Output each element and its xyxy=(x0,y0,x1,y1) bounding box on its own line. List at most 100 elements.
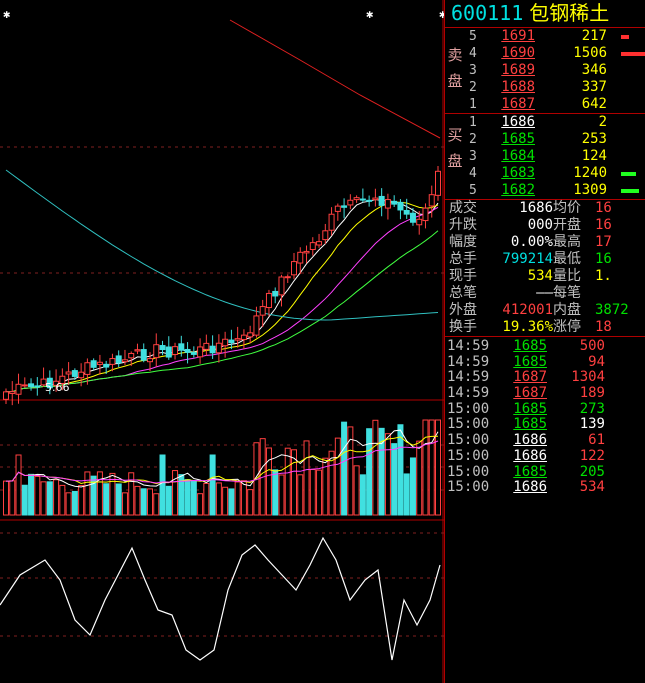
volume-bar xyxy=(165,485,172,516)
tick-price: 1685 xyxy=(513,400,547,417)
tick-row[interactable]: 15:00 1685 273 xyxy=(445,400,645,418)
volume-bar xyxy=(328,450,335,516)
volume-bar xyxy=(284,447,291,516)
ma120-line xyxy=(229,19,441,139)
bid-row[interactable]: 1 1686 2 xyxy=(445,114,645,131)
ask-row[interactable]: 4 1690 1506 xyxy=(445,45,645,62)
bid-row[interactable]: 5 1682 1309 xyxy=(445,182,645,199)
marker-icon: ✱ xyxy=(366,7,373,21)
candle-body xyxy=(416,218,423,226)
stat-value: 412001 xyxy=(502,302,553,318)
stat-row: 换手 19.36% 涨停 18 xyxy=(445,319,645,336)
candle-body xyxy=(46,377,53,389)
volume-bar xyxy=(409,457,416,516)
tick-row[interactable]: 14:59 1687 1304 xyxy=(445,370,645,386)
candle-body xyxy=(397,201,404,211)
marker-icon: ✱ xyxy=(439,7,444,21)
volume-bar xyxy=(435,419,441,516)
candle-body xyxy=(172,346,179,355)
candle-body xyxy=(15,383,22,395)
volume-bar xyxy=(90,475,97,516)
volume-bar xyxy=(384,433,391,516)
tick-row[interactable]: 14:59 1685 94 xyxy=(445,353,645,371)
candle-body xyxy=(78,371,85,379)
tick-row[interactable]: 15:00 1685 139 xyxy=(445,417,645,433)
tick-time: 15:00 xyxy=(447,432,490,449)
candle-body xyxy=(428,194,435,207)
tick-volume: 139 xyxy=(579,416,605,433)
candle-body xyxy=(391,200,398,205)
tick-price: 1685 xyxy=(513,416,547,433)
volume-bar xyxy=(115,483,122,516)
candle-body xyxy=(115,355,122,364)
candle-body xyxy=(71,370,78,377)
volume-average-lines xyxy=(5,429,439,488)
ask-volume-bar xyxy=(621,52,645,56)
volume-bar xyxy=(103,483,110,516)
volume-bar xyxy=(178,474,185,516)
tick-volume: 1304 xyxy=(571,369,605,386)
volume-bar xyxy=(159,454,166,516)
volume-bar xyxy=(391,443,398,516)
candle-body xyxy=(409,212,416,223)
candle-body xyxy=(197,346,204,358)
ask-price: 1687 xyxy=(501,96,535,112)
bid-price: 1685 xyxy=(501,131,535,147)
tick-time: 14:59 xyxy=(447,353,490,370)
ask-row[interactable]: 2 1688 337 xyxy=(445,79,645,96)
candlestick-chart[interactable]: ✱ ✱ ✱ 5.66 xyxy=(0,0,444,683)
volume-bar xyxy=(247,489,254,516)
moving-average-lines xyxy=(5,19,441,393)
chart-grid: ✱ ✱ ✱ xyxy=(0,0,444,683)
stat-label: 幅度 xyxy=(449,234,477,250)
candle-body xyxy=(265,292,272,309)
tick-row[interactable]: 15:00 1685 205 xyxy=(445,464,645,481)
ma10-line xyxy=(5,201,439,393)
ma30-line xyxy=(5,230,439,393)
tick-row[interactable]: 15:00 1686 122 xyxy=(445,448,645,465)
tick-row[interactable]: 14:59 1687 189 xyxy=(445,385,645,402)
bid-row[interactable]: 3 1684 124 xyxy=(445,148,645,165)
volume-bar xyxy=(121,492,128,516)
ask-level: 1 xyxy=(469,97,477,112)
candle-body xyxy=(209,345,216,354)
stat-label: 总手 xyxy=(449,251,477,267)
volume-bar xyxy=(9,480,16,516)
ma5-line xyxy=(5,198,439,393)
candle-body xyxy=(40,378,47,386)
tick-row[interactable]: 14:59 1685 500 xyxy=(445,338,645,355)
chart-area[interactable]: ✱ ✱ ✱ 5.66 xyxy=(0,0,444,683)
volume-bar xyxy=(53,479,60,516)
stat-row: 成交 1686 均价 16 xyxy=(445,200,645,217)
bid-volume: 2 xyxy=(598,114,607,130)
sell-label-char-2: 盘 xyxy=(447,72,463,90)
ask-row[interactable]: 3 1689 346 xyxy=(445,62,645,79)
bid-row[interactable]: 4 1683 1240 xyxy=(445,165,645,182)
candle-body xyxy=(372,197,379,201)
tick-row[interactable]: 15:00 1686 61 xyxy=(445,432,645,449)
candle-body xyxy=(53,380,60,386)
bid-row[interactable]: 2 1685 253 xyxy=(445,131,645,148)
volume-ma20-line xyxy=(5,440,439,484)
candle-body xyxy=(28,383,35,388)
volume-bar xyxy=(96,471,103,516)
tick-time: 14:59 xyxy=(447,338,490,354)
ask-row[interactable]: 5 1691 217 xyxy=(445,28,645,45)
tick-list[interactable]: 14:59 1685 500 14:59 1685 94 14:59 1687 1304 14:5… xyxy=(445,337,645,496)
candle-body xyxy=(165,346,172,358)
candle-body xyxy=(159,345,166,351)
marker-icon: ✱ xyxy=(3,7,10,21)
volume-bar xyxy=(147,488,153,516)
bid-volume-bar xyxy=(621,189,639,193)
volume-bar xyxy=(291,449,297,516)
tick-row[interactable]: 15:00 1686 534 xyxy=(445,479,645,496)
bid-price: 1684 xyxy=(501,148,535,164)
candle-body xyxy=(328,213,335,231)
ask-row[interactable]: 1 1687 642 xyxy=(445,96,645,113)
tick-price: 1685 xyxy=(513,338,547,354)
volume-bar xyxy=(316,469,323,516)
stat-label: 最高 xyxy=(553,234,581,250)
stat-value: 16 xyxy=(595,251,612,267)
stat-label: 开盘 xyxy=(553,217,581,233)
volume-bar xyxy=(272,469,279,516)
